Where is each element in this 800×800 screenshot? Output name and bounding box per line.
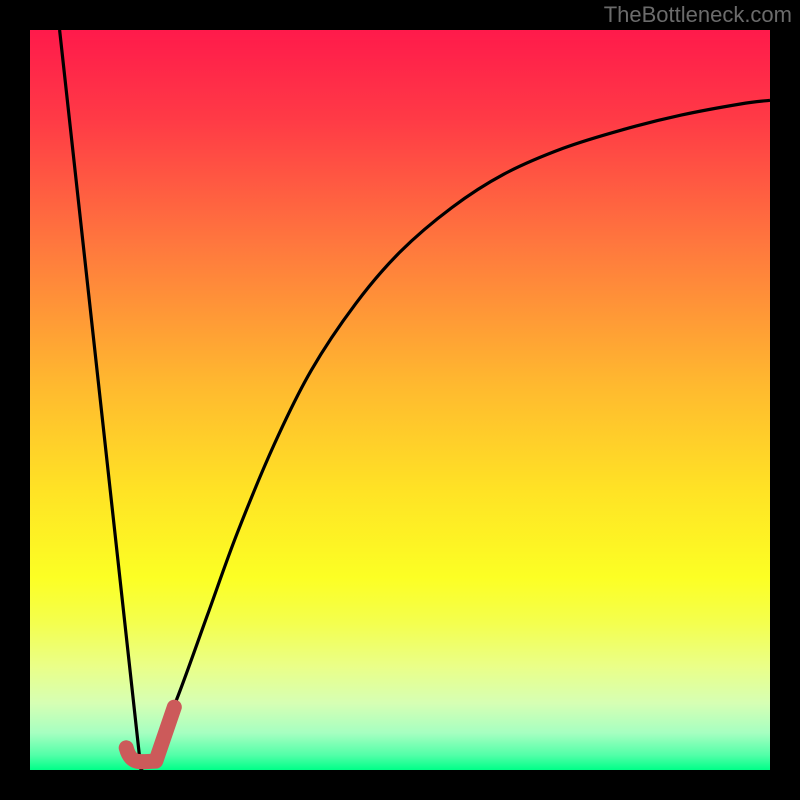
watermark-text: TheBottleneck.com <box>604 2 792 28</box>
plot-svg <box>30 30 770 770</box>
gradient-background <box>30 30 770 770</box>
plot-area <box>30 30 770 770</box>
chart-container: TheBottleneck.com <box>0 0 800 800</box>
